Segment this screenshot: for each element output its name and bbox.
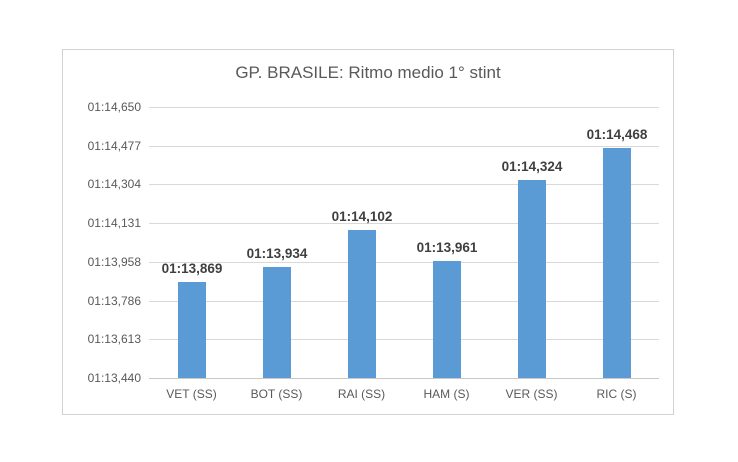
data-label: 01:13,934 <box>246 246 308 261</box>
gridline <box>149 146 659 147</box>
gridline <box>149 223 659 224</box>
y-tick-label: 01:13,958 <box>87 255 141 269</box>
chart-frame: GP. BRASILE: Ritmo medio 1° stint 01:13,… <box>62 49 674 415</box>
y-tick-label: 01:13,613 <box>87 332 141 346</box>
bar-ver <box>518 180 546 378</box>
gridline <box>149 262 659 263</box>
x-axis-labels: VET (SS) BOT (SS) RAI (SS) HAM (S) VER (SS) R… <box>149 386 659 402</box>
bar-bot <box>263 267 291 378</box>
y-tick-label: 01:14,304 <box>87 177 141 191</box>
x-category-label: RIC (S) <box>596 387 637 401</box>
y-tick-label: 01:14,131 <box>87 216 141 230</box>
y-tick-label: 01:14,477 <box>87 139 141 153</box>
y-tick-label: 01:14,650 <box>87 100 141 114</box>
bar-rai <box>348 230 376 378</box>
x-category-label: VET (SS) <box>166 387 217 401</box>
x-category-label: HAM (S) <box>423 387 470 401</box>
gridline <box>149 184 659 185</box>
gridline <box>149 107 659 108</box>
data-label: 01:14,324 <box>501 159 563 174</box>
data-label: 01:13,961 <box>416 240 478 255</box>
data-label: 01:14,468 <box>586 127 648 142</box>
y-tick-label: 01:13,440 <box>87 371 141 385</box>
y-tick-label: 01:13,786 <box>87 294 141 308</box>
chart-title: GP. BRASILE: Ritmo medio 1° stint <box>235 63 501 82</box>
bar-vet <box>178 282 206 378</box>
x-category-label: BOT (SS) <box>250 387 303 401</box>
y-axis-labels: 01:13,440 01:13,613 01:13,786 01:13,958 01:1… <box>63 100 141 385</box>
x-category-label: RAI (SS) <box>337 387 386 401</box>
data-label: 01:13,869 <box>161 261 223 276</box>
gridline <box>149 301 659 302</box>
data-label: 01:14,102 <box>331 209 393 224</box>
x-category-label: VER (SS) <box>505 387 558 401</box>
bar-ham <box>433 261 461 378</box>
plot-area: 01:13,869 01:13,934 01:14,102 01:13,961 01:1… <box>149 107 659 379</box>
x-axis-line <box>149 378 659 379</box>
gridline <box>149 339 659 340</box>
bar-ric <box>603 148 631 378</box>
